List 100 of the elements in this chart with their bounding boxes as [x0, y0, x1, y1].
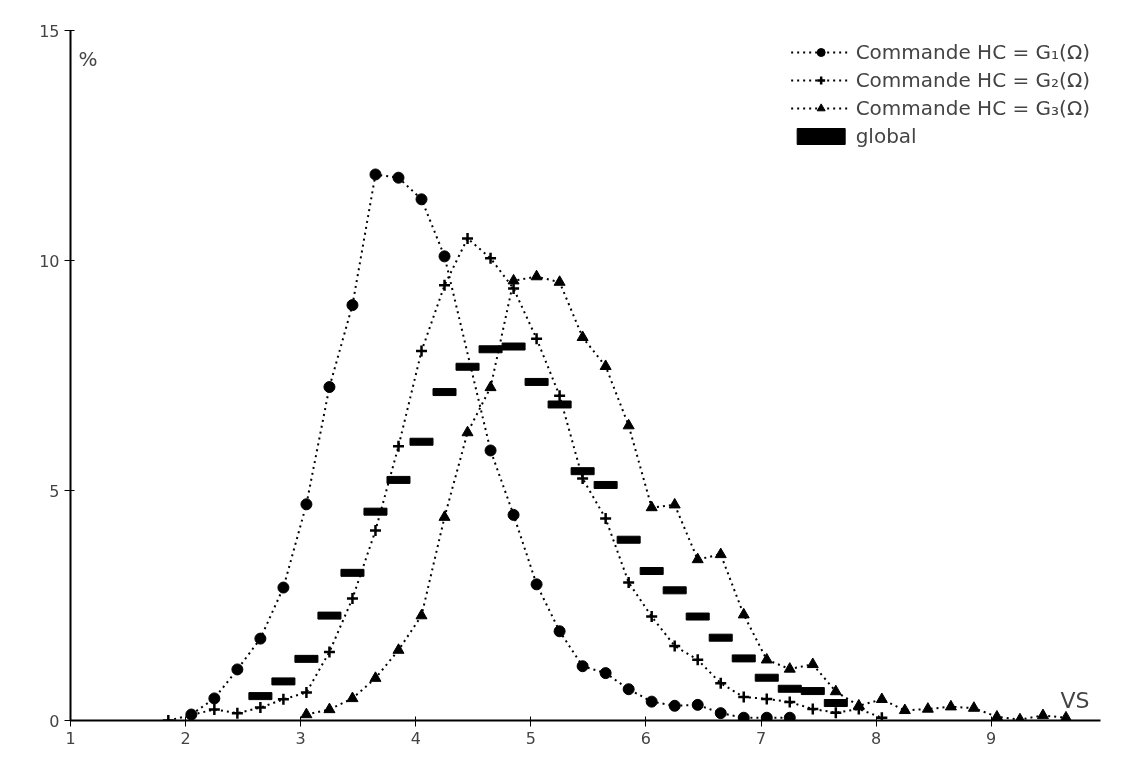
point: [415, 608, 428, 620]
point: [714, 547, 727, 559]
point: [529, 331, 544, 346]
point: [944, 699, 957, 711]
point: [460, 231, 475, 246]
point: [621, 575, 636, 590]
point: [875, 692, 888, 704]
x-tick-label: 1: [65, 728, 76, 748]
point: [736, 690, 751, 704]
point: [783, 711, 796, 721]
point: [414, 344, 429, 358]
y-tick-label: 10: [39, 251, 60, 271]
point: [691, 552, 704, 564]
point: [668, 497, 681, 509]
point: [552, 388, 567, 403]
point: [760, 692, 774, 706]
point: [299, 685, 314, 700]
point: [300, 498, 313, 511]
point: [599, 667, 612, 680]
y-axis-title: %: [78, 46, 98, 71]
point: [323, 381, 336, 393]
point: [507, 273, 520, 285]
x-tick-label: 7: [755, 728, 767, 748]
point: [231, 663, 244, 676]
point: [967, 701, 980, 712]
point: [667, 639, 682, 653]
point: [783, 662, 796, 673]
point: [737, 607, 750, 619]
point: [230, 706, 245, 720]
x-tick-label: 6: [640, 728, 652, 748]
point: [392, 643, 405, 654]
point: [345, 591, 360, 606]
point: [507, 508, 520, 521]
point: [668, 699, 681, 712]
point: [622, 683, 635, 696]
y-tick-label: 0: [49, 711, 60, 731]
point: [713, 676, 728, 690]
y-tick-label: 15: [39, 21, 60, 41]
point: [806, 657, 819, 669]
point: [300, 707, 313, 719]
point: [576, 660, 589, 673]
point: [484, 444, 497, 457]
point: [207, 702, 222, 717]
x-tick-label: 3: [295, 728, 306, 748]
point: [391, 439, 406, 454]
point: [484, 380, 497, 392]
point: [760, 652, 773, 664]
point: [691, 698, 704, 711]
point: [829, 684, 842, 696]
legend-label: Commande HC = G₃(Ω): [855, 96, 1090, 120]
legend-label: Commande HC = G₁(Ω): [855, 40, 1090, 64]
point: [898, 703, 911, 715]
point: [253, 700, 268, 715]
point: [322, 645, 337, 659]
x-tick-label: 5: [525, 728, 536, 748]
x-tick-label: 9: [986, 728, 997, 748]
x-tick-label: 2: [180, 728, 191, 748]
point: [645, 695, 658, 708]
point: [438, 510, 451, 521]
point: [829, 705, 843, 720]
point: [553, 275, 566, 286]
point: [806, 702, 820, 716]
point: [737, 711, 750, 721]
point: [438, 250, 451, 263]
point: [415, 193, 428, 206]
point: [323, 702, 336, 714]
point: [392, 171, 405, 184]
point: [1036, 708, 1049, 720]
point: [277, 581, 290, 594]
point: [346, 299, 359, 312]
point: [644, 609, 659, 624]
point: [714, 707, 727, 720]
point: [852, 698, 865, 710]
x-axis-title: VS: [1060, 687, 1090, 713]
point: [783, 695, 797, 709]
point: [622, 418, 635, 430]
point: [368, 523, 383, 538]
point: [461, 425, 474, 437]
point: [254, 632, 267, 645]
y-tick-label: 5: [49, 481, 60, 501]
point: [875, 710, 889, 721]
point: [598, 511, 613, 526]
point: [185, 708, 198, 721]
point: [553, 625, 566, 638]
point: [760, 711, 773, 721]
point: [690, 653, 705, 667]
point: [530, 578, 543, 591]
legend-label: Commande HC = G₂(Ω): [855, 68, 1090, 92]
point: [921, 702, 934, 713]
legend-label: global: [855, 124, 917, 148]
x-tick-label: 8: [871, 728, 882, 748]
point: [576, 330, 589, 341]
point: [276, 692, 291, 707]
point: [437, 278, 452, 293]
point: [530, 269, 543, 281]
x-tick-label: 4: [410, 728, 421, 748]
point: [599, 359, 612, 370]
point: [483, 251, 498, 265]
point: [645, 500, 658, 512]
point: [208, 692, 221, 705]
